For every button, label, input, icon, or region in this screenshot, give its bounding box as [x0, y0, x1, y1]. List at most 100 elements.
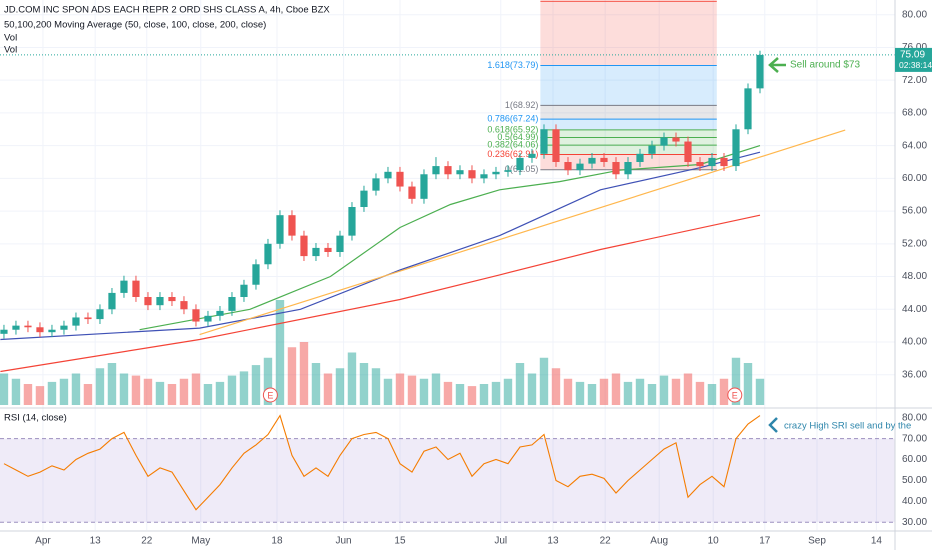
candle-body — [360, 190, 368, 207]
volume-bar — [275, 300, 285, 405]
volume-bar — [191, 373, 201, 405]
volume-bar — [683, 373, 693, 405]
fib-zone — [540, 137, 717, 146]
rsi-arrow — [768, 417, 778, 433]
earnings-marker — [727, 387, 743, 403]
volume-bar — [227, 375, 237, 405]
candle-body — [312, 247, 320, 257]
candle-body — [96, 309, 104, 320]
rsi-line — [3, 414, 761, 511]
volume-bar — [419, 378, 429, 405]
fib-zone — [540, 65, 717, 106]
candle-body — [600, 157, 608, 162]
candle-body — [636, 153, 644, 162]
fib-zone — [540, 119, 717, 130]
candle-body — [504, 170, 512, 172]
vol-label: Vol — [4, 33, 17, 44]
earnings-label: E — [732, 390, 738, 400]
volume-bar — [299, 342, 309, 405]
candle-body — [12, 325, 20, 330]
rsi-tick-label: 60.00 — [902, 454, 927, 465]
candle-body — [192, 309, 200, 322]
candle-body — [564, 162, 572, 171]
volume-bar — [491, 381, 501, 405]
x-tick-label: 18 — [271, 536, 283, 547]
candle-body — [84, 317, 92, 320]
volume-bar — [215, 381, 225, 405]
candle-body — [108, 292, 116, 310]
x-tick-label: 14 — [871, 536, 883, 547]
x-tick-label: Apr — [35, 536, 51, 547]
volume-bar — [95, 368, 105, 405]
volume-bar — [611, 373, 621, 405]
candle-body — [168, 297, 176, 302]
candle-body — [468, 170, 476, 179]
fib-label: 0.236(62.91) — [487, 149, 538, 159]
volume-bar — [239, 371, 249, 405]
fib-label: 0.786(67.24) — [487, 114, 538, 124]
candle-body — [528, 153, 536, 158]
earnings-label: E — [267, 390, 273, 400]
candle-body — [696, 162, 704, 167]
candle-body — [0, 329, 8, 334]
volume-bar — [263, 357, 273, 405]
volume-bar — [575, 381, 585, 405]
last-price-label: 75.09 — [900, 50, 925, 61]
y-tick-label: 48.00 — [902, 271, 927, 282]
fib-zone — [540, 1, 717, 66]
volume-bar — [431, 373, 441, 405]
indicator-label: 50,100,200 Moving Average (50, close, 10… — [4, 20, 266, 31]
candle-body — [48, 329, 56, 333]
x-tick-label: Aug — [650, 536, 668, 547]
x-tick-label: 17 — [759, 536, 771, 547]
volume-bar — [467, 386, 477, 405]
candle-body — [276, 215, 284, 244]
volume-bar — [347, 352, 357, 405]
candle-body — [132, 280, 140, 297]
y-tick-label: 36.00 — [902, 369, 927, 380]
volume-bar — [599, 378, 609, 405]
volume-bar — [623, 381, 633, 405]
candle-body — [624, 162, 632, 175]
fib-label: 0.5(64.99) — [497, 132, 538, 142]
fib-label: 0.618(65.92) — [487, 124, 538, 134]
volume-bar — [371, 368, 381, 405]
volume-bar — [119, 373, 129, 405]
volume-bar — [47, 381, 57, 405]
volume-bar — [695, 381, 705, 405]
candle-body — [648, 145, 656, 154]
volume-bar — [719, 378, 729, 405]
moving-average — [139, 145, 761, 331]
x-tick-label: 13 — [547, 536, 559, 547]
candle-body — [348, 207, 356, 236]
y-tick-label: 40.00 — [902, 337, 927, 348]
volume-bar — [527, 373, 537, 405]
volume-bar — [131, 375, 141, 405]
candle-body — [396, 171, 404, 187]
candle-body — [24, 325, 32, 328]
volume-bar — [35, 386, 45, 405]
candle-body — [408, 186, 416, 199]
candle-body — [420, 174, 428, 199]
candle-body — [660, 137, 668, 146]
candle-body — [552, 129, 560, 162]
volume-bar — [659, 375, 669, 405]
y-tick-label: 44.00 — [902, 304, 927, 315]
volume-bar — [359, 363, 369, 405]
x-tick-label: 13 — [90, 536, 102, 547]
volume-bar — [287, 347, 297, 405]
rsi-tick-label: 30.00 — [902, 517, 927, 528]
rsi-tick-label: 70.00 — [902, 433, 927, 444]
candle-body — [744, 88, 752, 130]
last-price-box — [895, 47, 932, 72]
volume-bar — [407, 375, 417, 405]
candle-body — [444, 166, 452, 175]
rsi-tick-label: 80.00 — [902, 412, 927, 423]
fib-zone — [540, 145, 717, 155]
candle-body — [432, 166, 440, 175]
y-tick-label: 60.00 — [902, 173, 927, 184]
candle-body — [612, 162, 620, 175]
sell-annotation: Sell around $73 — [790, 60, 860, 71]
candle-body — [708, 157, 716, 167]
